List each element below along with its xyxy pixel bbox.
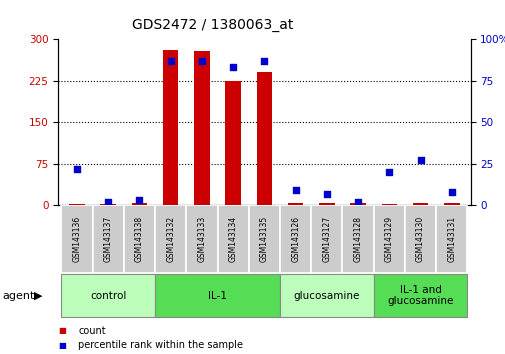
Bar [443, 202, 459, 205]
Bar [194, 51, 209, 205]
Text: GSM143127: GSM143127 [322, 216, 331, 262]
Bar [217, 205, 248, 273]
Point [291, 188, 299, 193]
Text: GSM143128: GSM143128 [353, 216, 362, 262]
Bar [435, 205, 467, 273]
Bar [155, 205, 186, 273]
Point [354, 199, 362, 205]
Text: GSM143135: GSM143135 [260, 216, 268, 262]
Point [416, 158, 424, 163]
Text: agent: agent [3, 291, 35, 301]
Bar [256, 72, 272, 205]
Bar [69, 204, 84, 205]
Text: GSM143137: GSM143137 [104, 216, 113, 262]
Text: IL-1 and
glucosamine: IL-1 and glucosamine [387, 285, 453, 307]
Point [260, 58, 268, 63]
Point [384, 169, 392, 175]
Text: IL-1: IL-1 [208, 291, 227, 301]
Text: GSM143130: GSM143130 [415, 216, 424, 262]
Point [166, 58, 174, 63]
Text: ■: ■ [58, 341, 66, 350]
Bar [311, 205, 342, 273]
Text: ▶: ▶ [34, 291, 43, 301]
Bar [349, 202, 365, 205]
Text: GSM143136: GSM143136 [72, 216, 81, 262]
Point [104, 199, 112, 205]
Bar [61, 205, 92, 273]
Bar [225, 81, 240, 205]
Bar [412, 202, 428, 205]
Bar [287, 203, 303, 205]
Bar [342, 205, 373, 273]
Bar [100, 204, 116, 205]
Bar [319, 202, 334, 205]
Bar [61, 274, 155, 317]
Point [229, 64, 237, 70]
Point [197, 58, 206, 63]
Text: GSM143132: GSM143132 [166, 216, 175, 262]
Bar [124, 205, 155, 273]
Text: GDS2472 / 1380063_at: GDS2472 / 1380063_at [132, 18, 292, 32]
Point [447, 189, 455, 195]
Point [322, 191, 330, 196]
Bar [155, 274, 279, 317]
Bar [373, 274, 467, 317]
Bar [163, 50, 178, 205]
Point [73, 166, 81, 172]
Text: percentile rank within the sample: percentile rank within the sample [78, 340, 243, 350]
Bar [248, 205, 279, 273]
Bar [279, 274, 373, 317]
Text: ■: ■ [58, 326, 66, 336]
Text: GSM143131: GSM143131 [446, 216, 456, 262]
Point [135, 198, 143, 203]
Text: GSM143138: GSM143138 [135, 216, 143, 262]
Text: count: count [78, 326, 106, 336]
Text: control: control [90, 291, 126, 301]
Bar [373, 205, 404, 273]
Bar [404, 205, 435, 273]
Text: glucosamine: glucosamine [293, 291, 360, 301]
Text: GSM143133: GSM143133 [197, 216, 206, 262]
Bar [131, 203, 147, 205]
Text: GSM143126: GSM143126 [290, 216, 299, 262]
Bar [279, 205, 311, 273]
Text: GSM143129: GSM143129 [384, 216, 393, 262]
Bar [92, 205, 124, 273]
Bar [186, 205, 217, 273]
Text: GSM143134: GSM143134 [228, 216, 237, 262]
Bar [381, 204, 396, 205]
